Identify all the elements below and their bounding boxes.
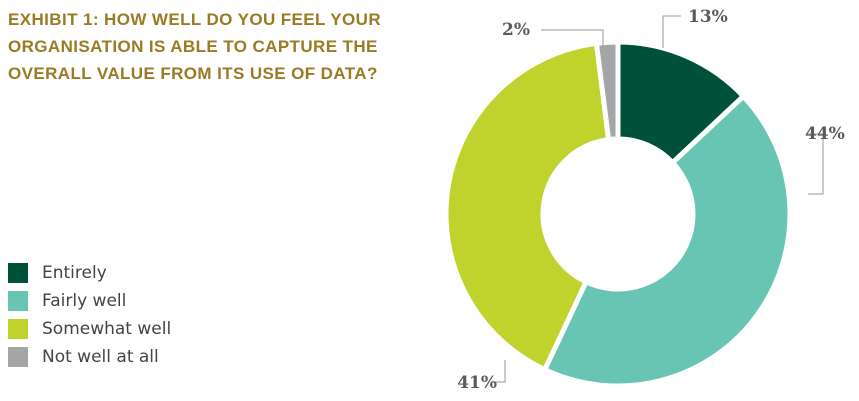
legend-item-not-well-at-all: Not well at all	[8, 343, 171, 371]
donut-slice-fairly-well	[541, 92, 793, 389]
legend-swatch-not-well-at-all	[8, 347, 28, 367]
legend-swatch-somewhat-well	[8, 319, 28, 339]
leader-line-not-well-at-all	[541, 29, 604, 47]
legend: Entirely Fairly well Somewhat well Not w…	[8, 259, 171, 371]
legend-swatch-fairly-well	[8, 291, 28, 311]
data-label-fairly-well: 44%	[805, 124, 845, 144]
leader-line-somewhat-well	[493, 360, 506, 383]
leader-line-fairly-well	[806, 133, 824, 195]
legend-label-entirely: Entirely	[42, 263, 107, 283]
legend-item-somewhat-well: Somewhat well	[8, 315, 171, 343]
donut-slice-not-well-at-all	[593, 39, 621, 143]
legend-item-fairly-well: Fairly well	[8, 287, 171, 315]
leader-line-entirely	[662, 15, 681, 48]
legend-swatch-entirely	[8, 263, 28, 283]
data-label-not-well-at-all: 2%	[502, 20, 530, 40]
legend-item-entirely: Entirely	[8, 259, 171, 287]
donut-slice-somewhat-well	[443, 40, 612, 373]
chart-title: EXHIBIT 1: HOW WELL DO YOU FEEL YOUR ORG…	[8, 10, 382, 83]
data-label-somewhat-well: 41%	[457, 373, 497, 393]
legend-label-not-well-at-all: Not well at all	[42, 347, 159, 367]
legend-label-fairly-well: Fairly well	[42, 291, 127, 311]
legend-label-somewhat-well: Somewhat well	[42, 319, 172, 339]
data-label-entirely: 13%	[688, 7, 728, 27]
